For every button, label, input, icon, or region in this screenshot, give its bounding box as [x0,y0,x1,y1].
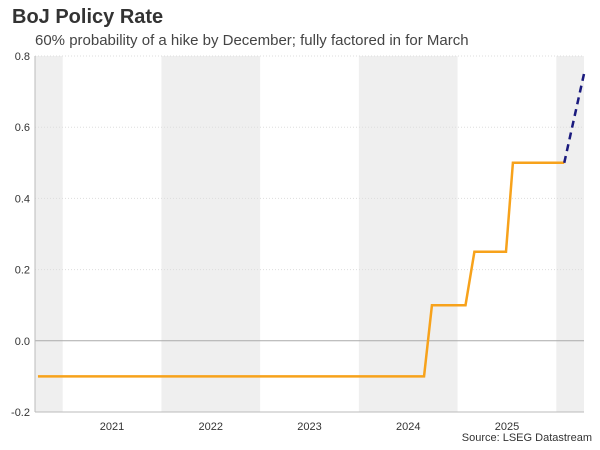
policy-rate-line [37,161,565,378]
y-tick-label: 0.0 [15,336,30,348]
shaded-band-0 [35,56,63,412]
shaded-band-2 [358,56,458,412]
y-tick-label: 0.8 [15,51,30,63]
x-tick-label: 2021 [100,421,124,433]
x-tick-label: 2024 [396,421,420,433]
x-tick-label: 2025 [495,421,519,433]
chart-subtitle: 60% probability of a hike by December; f… [35,32,469,49]
chart-title: BoJ Policy Rate [12,6,164,28]
y-tick-label: 0.2 [15,265,30,277]
x-tick-label: 2022 [199,421,223,433]
y-tick-label: -0.2 [11,407,30,419]
shaded-band-1 [161,56,261,412]
source-note: Source: LSEG Datastream [461,432,592,444]
shaded-band-3 [556,56,584,412]
x-tick-label: 2023 [297,421,321,433]
y-tick-label: 0.6 [15,122,30,134]
y-tick-label: 0.4 [15,193,30,205]
forecast-path-line [563,73,586,164]
